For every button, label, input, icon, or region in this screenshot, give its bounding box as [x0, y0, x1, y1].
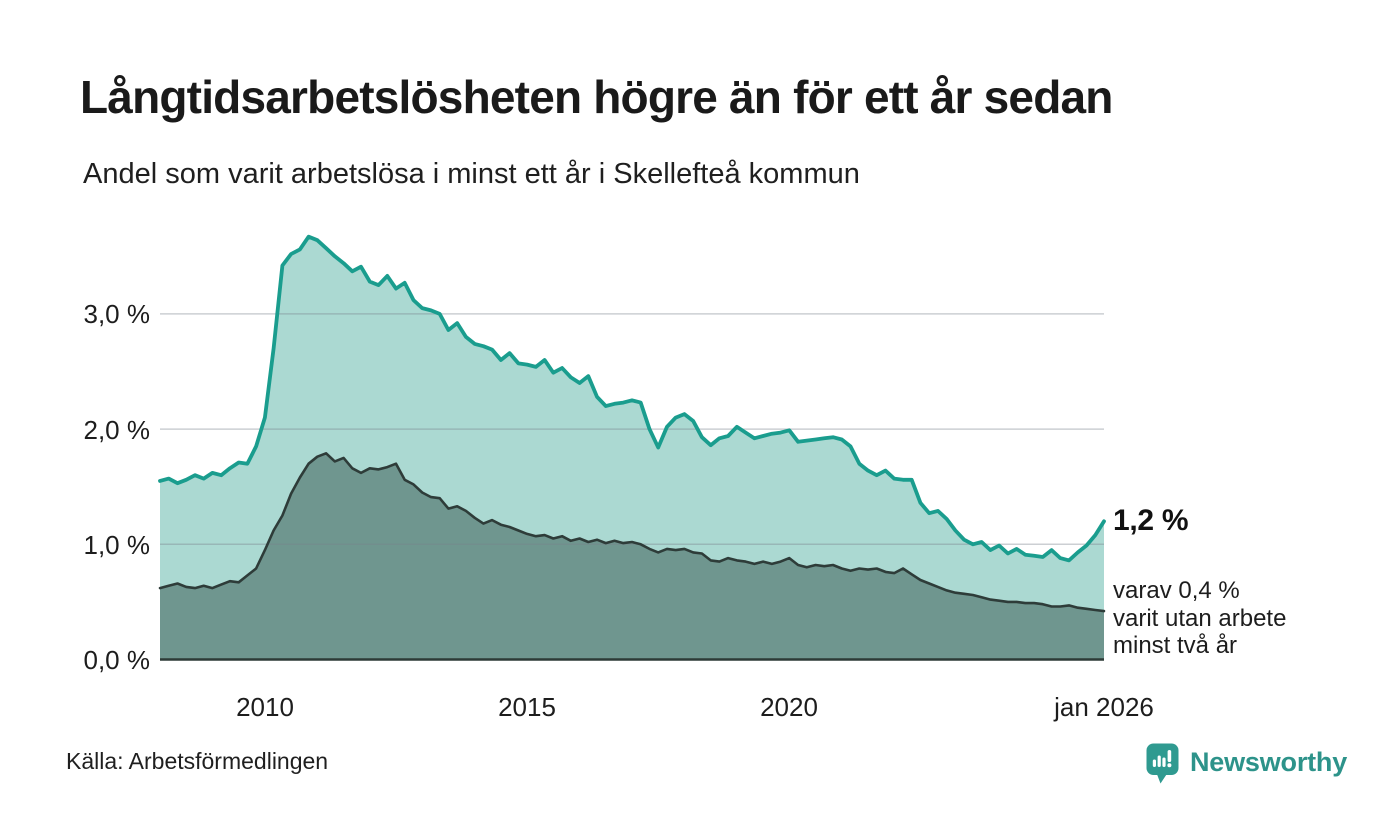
y-axis-label-2: 2,0 %: [83, 415, 151, 445]
x-axis-label-2015: 2015: [498, 692, 556, 722]
line-over-two-years: [158, 452, 1106, 613]
x-axis-label-2020: 2020: [760, 692, 818, 722]
area-over-two-years: [160, 453, 1104, 660]
y-axis-label-0: 0,0 %: [83, 645, 151, 675]
x-axis-label-2010: 2010: [236, 692, 294, 722]
secondary-annotation-line3: minst två år: [1113, 632, 1238, 659]
newsworthy-wordmark: Newsworthy: [1190, 747, 1348, 777]
secondary-annotation-line1: varav 0,4 %: [1113, 577, 1240, 604]
newsworthy-logo: Newsworthy: [1146, 742, 1347, 786]
secondary-annotation: varav 0,4 % varit utan arbete minst två …: [1113, 577, 1286, 660]
area-over-one-year: [160, 236, 1104, 660]
page-title: Långtidsarbetslösheten högre än för ett …: [80, 71, 1113, 123]
page-subtitle: Andel som varit arbetslösa i minst ett å…: [83, 158, 860, 190]
x-axis-label-jan-2026: jan 2026: [1054, 692, 1154, 722]
secondary-annotation-line2: varit utan arbete: [1113, 604, 1287, 632]
y-axis-label-1: 1,0 %: [83, 530, 151, 560]
source-note: Källa: Arbetsförmedlingen: [66, 748, 329, 774]
y-axis-label-3: 3,0 %: [83, 299, 151, 329]
latest-value-label: 1,2 %: [1113, 504, 1189, 537]
line-over-one-year: [158, 234, 1106, 563]
newsworthy-logo-icon: [1146, 743, 1179, 784]
